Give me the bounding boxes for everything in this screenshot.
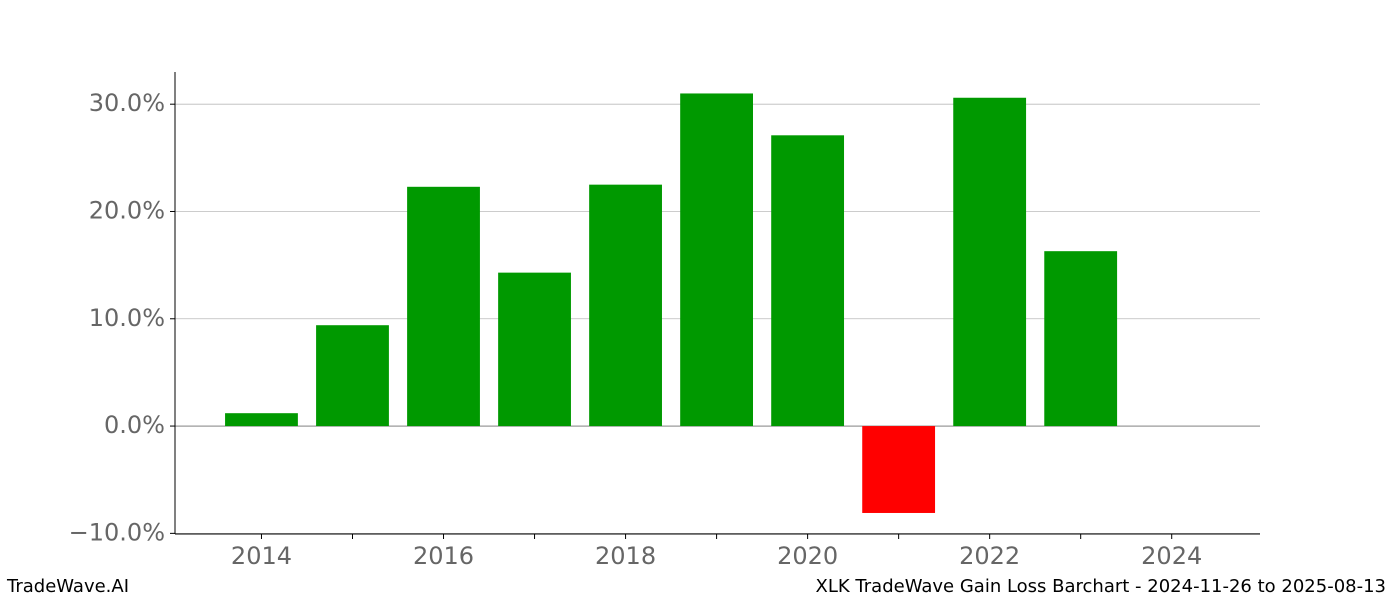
x-tick-label: 2024 xyxy=(1141,542,1202,570)
y-tick-label: −10.0% xyxy=(69,518,165,546)
bar xyxy=(589,184,662,427)
y-tick-label: 10.0% xyxy=(89,304,165,332)
x-tick-label: 2018 xyxy=(595,542,656,570)
bar xyxy=(225,413,298,427)
x-tick-label: 2016 xyxy=(413,542,474,570)
x-tick-label: 2014 xyxy=(231,542,292,570)
x-tick-label: 2020 xyxy=(777,542,838,570)
y-tick-label: 30.0% xyxy=(89,89,165,117)
bar xyxy=(498,272,571,427)
bar xyxy=(771,135,845,427)
bar xyxy=(680,93,753,427)
footer-right: XLK TradeWave Gain Loss Barchart - 2024-… xyxy=(816,576,1386,597)
y-tick-label: 20.0% xyxy=(89,196,165,224)
bar xyxy=(316,325,389,427)
footer-left: TradeWave.AI xyxy=(6,576,129,597)
y-tick-label: 0.0% xyxy=(104,411,165,439)
x-tick-label: 2022 xyxy=(959,542,1020,570)
bar xyxy=(1044,251,1118,427)
bar xyxy=(407,186,480,427)
bar xyxy=(862,426,936,513)
bar xyxy=(953,97,1027,427)
